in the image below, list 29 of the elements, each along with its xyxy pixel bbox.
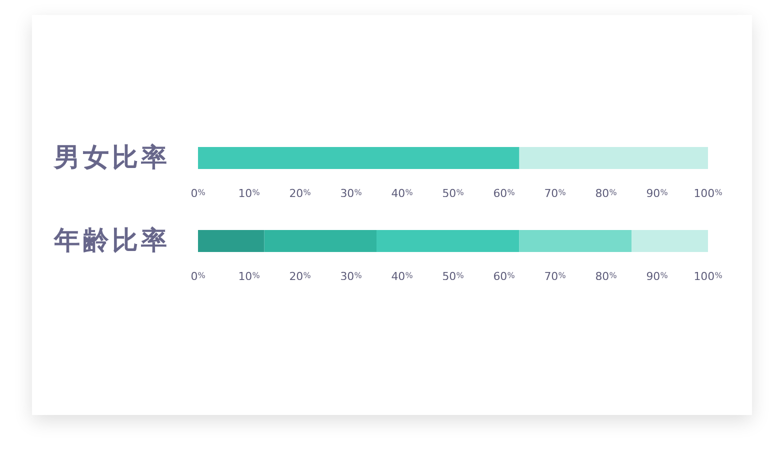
x-tick-label: 80% [595,270,618,283]
x-tick-label: 30% [340,270,362,283]
bar [519,230,632,252]
x-tick-label: 20% [289,270,312,283]
x-tick-label: 50% [442,270,464,283]
x-tick-label: 70% [544,270,566,283]
x-tick-label: 40% [391,187,414,200]
x-tick-label: 50% [442,187,464,200]
x-tick-label: 0% [190,270,206,283]
x-tick-label: 80% [595,187,618,200]
x-tick-label: 40% [391,270,414,283]
x-tick-label: 90% [646,270,668,283]
x-tick-label: 0% [190,187,206,200]
x-tick-label: 60% [493,270,516,283]
y-tick-label: 男女比率 [53,143,170,173]
x-tick-label: 30% [340,187,362,200]
x-tick-label: 70% [544,187,566,200]
x-tick-label: 20% [289,187,312,200]
x-tick-label: 60% [493,187,516,200]
x-tick-label: 10% [238,187,260,200]
x-tick-label: 100% [694,270,723,283]
x-tick-label: 90% [646,187,668,200]
bar [264,230,376,252]
x-tick-label: 10% [238,270,260,283]
bar [632,230,708,252]
bar [376,230,520,252]
y-tick-label: 年齢比率 [53,226,170,256]
bar [198,230,264,252]
x-tick-label: 100% [694,187,723,200]
